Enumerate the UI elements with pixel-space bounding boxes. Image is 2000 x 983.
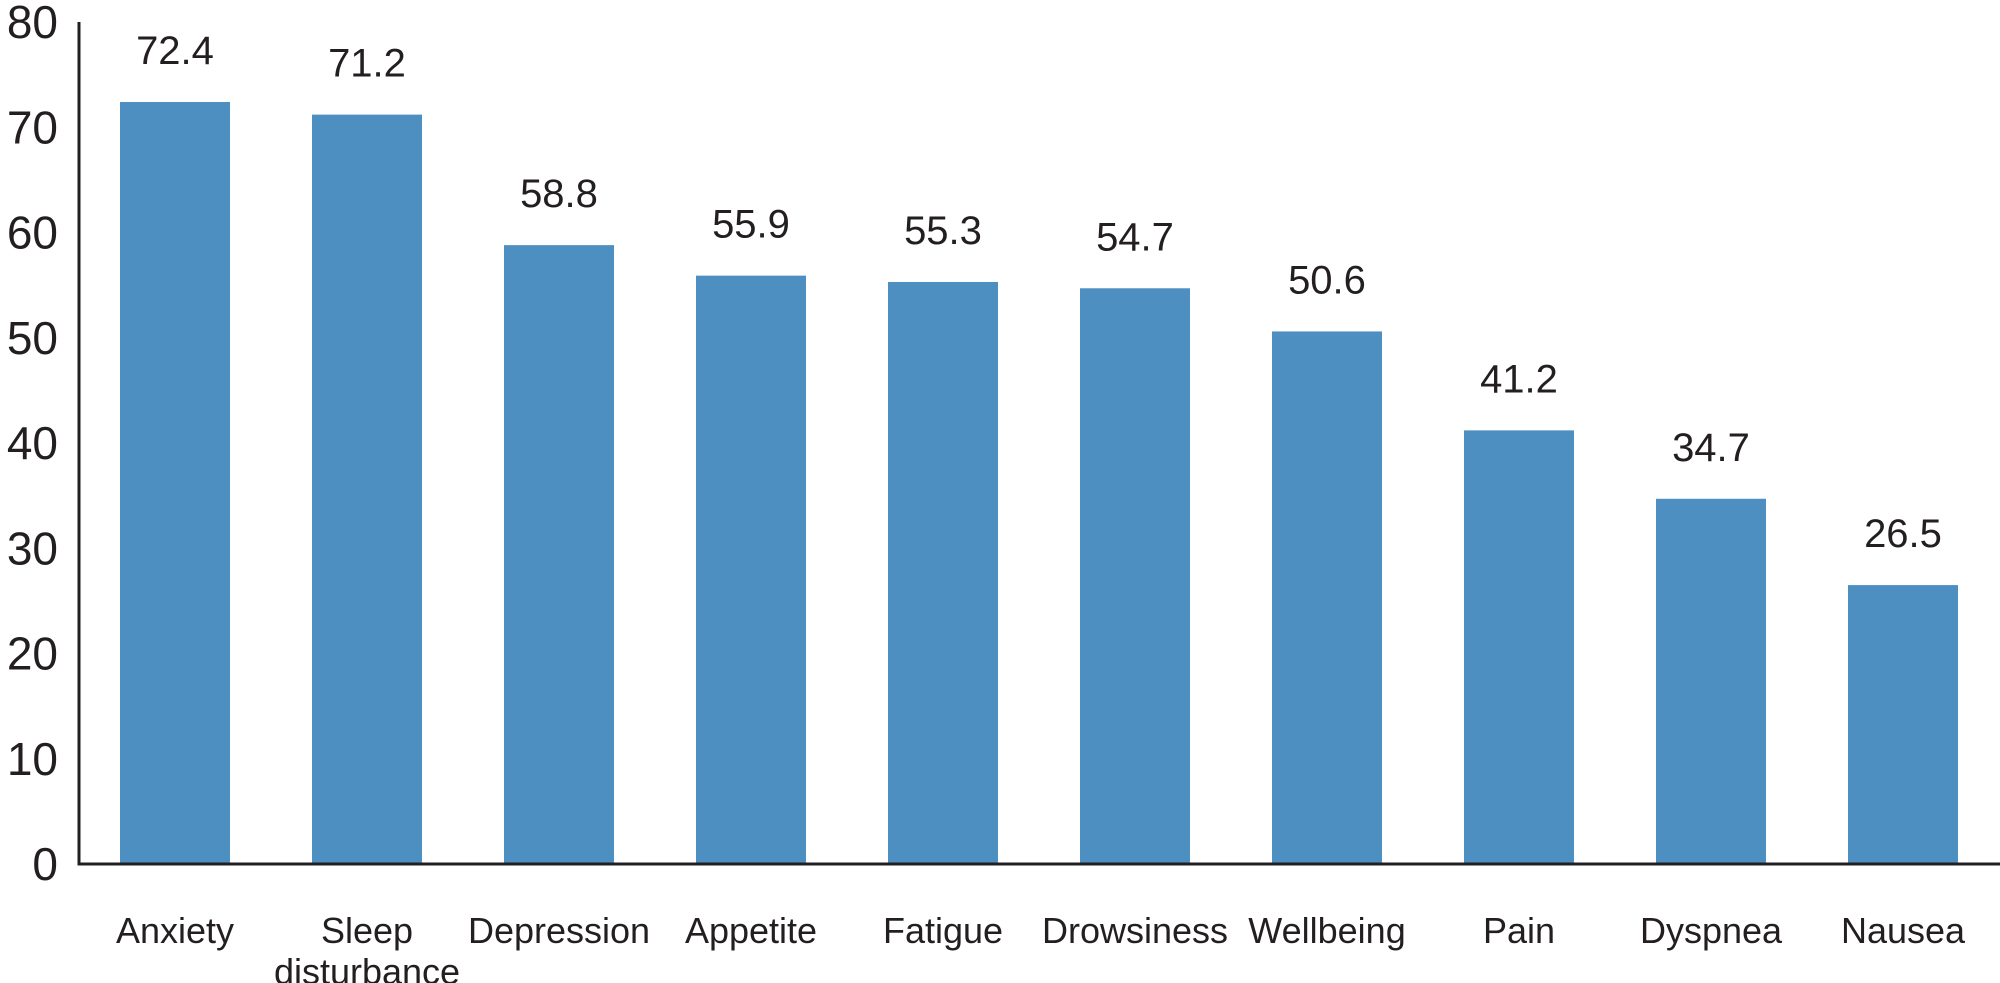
y-tick-label: 30 (7, 522, 58, 574)
data-label: 58.8 (520, 172, 598, 216)
bar (504, 245, 614, 864)
y-tick-label: 80 (7, 0, 58, 48)
bars (120, 101, 1958, 865)
bar (888, 281, 998, 864)
data-label: 71.2 (328, 42, 406, 86)
bar (120, 101, 230, 865)
bar (696, 275, 806, 865)
data-label: 55.9 (712, 203, 790, 247)
x-tick-label: Nausea (1841, 910, 1966, 951)
y-tick-label: 20 (7, 628, 58, 680)
y-axis-ticks: 0 10 20 30 40 50 60 70 80 (7, 0, 58, 890)
bar (1464, 430, 1574, 864)
bar (1656, 498, 1766, 864)
x-tick-label: Dyspnea (1640, 910, 1783, 951)
y-tick-label: 50 (7, 312, 58, 364)
x-tick-label: Sleep disturbance (274, 910, 460, 983)
data-label: 26.5 (1864, 512, 1942, 556)
y-tick-label: 40 (7, 417, 58, 469)
bar (312, 114, 422, 865)
y-tick-label: 0 (32, 838, 58, 890)
data-label: 72.4 (136, 29, 214, 73)
x-tick-label: Wellbeing (1248, 910, 1405, 951)
x-tick-label: Drowsiness (1042, 910, 1228, 951)
x-tick-label: Pain (1483, 910, 1555, 951)
bar (1272, 331, 1382, 864)
y-tick-label: 70 (7, 101, 58, 153)
data-label: 41.2 (1480, 357, 1558, 401)
data-label: 50.6 (1288, 258, 1366, 302)
x-tick-label: Appetite (685, 910, 817, 951)
x-tick-label: Depression (468, 910, 650, 951)
data-label: 55.3 (904, 209, 982, 253)
x-tick-label: Fatigue (883, 910, 1003, 951)
y-tick-label: 60 (7, 207, 58, 259)
y-tick-label: 10 (7, 733, 58, 785)
bar (1848, 585, 1958, 864)
data-label: 34.7 (1672, 426, 1750, 470)
data-label: 54.7 (1096, 215, 1174, 259)
x-tick-label: Anxiety (116, 910, 234, 951)
data-labels: 72.4 71.2 58.8 55.9 55.3 54.7 50.6 41.2 34.7 26.5 (136, 29, 1942, 556)
bar (1080, 288, 1190, 865)
